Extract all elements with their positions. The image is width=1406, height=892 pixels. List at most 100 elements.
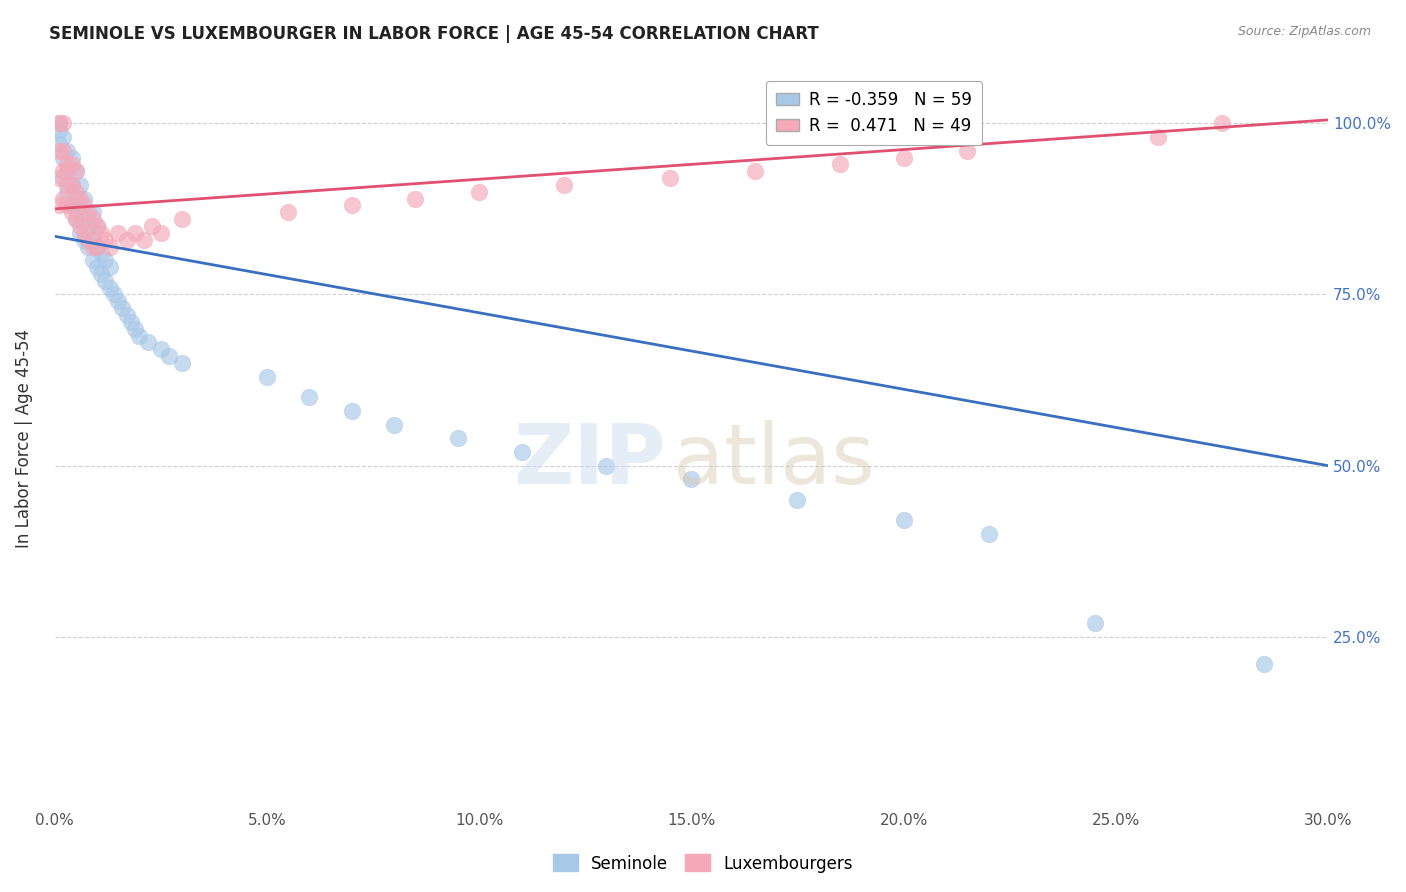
Point xyxy=(382,417,405,432)
Point xyxy=(73,212,96,227)
Point xyxy=(82,233,104,247)
Point xyxy=(94,253,117,268)
Point xyxy=(48,116,70,130)
Point xyxy=(82,239,104,253)
Point xyxy=(141,219,163,233)
Text: SEMINOLE VS LUXEMBOURGER IN LABOR FORCE | AGE 45-54 CORRELATION CHART: SEMINOLE VS LUXEMBOURGER IN LABOR FORCE … xyxy=(49,25,818,43)
Point xyxy=(48,136,70,151)
Point xyxy=(94,274,117,288)
Point xyxy=(69,219,91,233)
Point xyxy=(340,404,363,418)
Point xyxy=(828,157,851,171)
Point xyxy=(90,267,112,281)
Point xyxy=(52,144,75,158)
Point xyxy=(1211,116,1233,130)
Point xyxy=(90,226,112,240)
Point xyxy=(69,178,91,192)
Point xyxy=(52,192,75,206)
Point xyxy=(786,492,808,507)
Point xyxy=(553,178,575,192)
Point xyxy=(48,171,70,186)
Point xyxy=(65,185,87,199)
Point xyxy=(298,390,321,404)
Point xyxy=(77,233,100,247)
Point xyxy=(111,301,134,316)
Point xyxy=(170,356,193,370)
Point xyxy=(98,280,121,294)
Point xyxy=(120,315,142,329)
Point xyxy=(52,130,75,145)
Point xyxy=(149,343,172,357)
Legend: R = -0.359   N = 59, R =  0.471   N = 49: R = -0.359 N = 59, R = 0.471 N = 49 xyxy=(766,80,983,145)
Point xyxy=(65,164,87,178)
Point xyxy=(69,192,91,206)
Point xyxy=(56,185,79,199)
Point xyxy=(86,239,108,253)
Point xyxy=(595,458,617,473)
Point xyxy=(77,239,100,253)
Point xyxy=(256,369,278,384)
Point xyxy=(56,157,79,171)
Point xyxy=(98,260,121,274)
Point xyxy=(157,349,180,363)
Text: atlas: atlas xyxy=(673,420,875,501)
Point xyxy=(681,472,703,486)
Point xyxy=(447,431,470,445)
Point xyxy=(52,171,75,186)
Point xyxy=(52,116,75,130)
Point xyxy=(124,226,146,240)
Point xyxy=(98,239,121,253)
Point xyxy=(86,219,108,233)
Point xyxy=(1084,616,1107,631)
Point xyxy=(86,260,108,274)
Point xyxy=(132,233,155,247)
Point xyxy=(1147,130,1170,145)
Point xyxy=(82,253,104,268)
Point xyxy=(107,226,129,240)
Point xyxy=(90,246,112,260)
Point xyxy=(60,151,83,165)
Point xyxy=(69,198,91,212)
Point xyxy=(82,205,104,219)
Point xyxy=(340,198,363,212)
Point xyxy=(103,287,125,301)
Point xyxy=(124,322,146,336)
Point xyxy=(52,151,75,165)
Point xyxy=(893,151,915,165)
Point xyxy=(48,144,70,158)
Point xyxy=(956,144,979,158)
Point xyxy=(510,445,533,459)
Point xyxy=(56,144,79,158)
Point xyxy=(149,226,172,240)
Point xyxy=(86,239,108,253)
Point xyxy=(73,192,96,206)
Point xyxy=(404,192,426,206)
Point xyxy=(60,157,83,171)
Point xyxy=(170,212,193,227)
Point xyxy=(82,212,104,227)
Point xyxy=(65,192,87,206)
Point xyxy=(48,198,70,212)
Point xyxy=(94,233,117,247)
Point xyxy=(52,164,75,178)
Text: Source: ZipAtlas.com: Source: ZipAtlas.com xyxy=(1237,25,1371,38)
Point xyxy=(77,219,100,233)
Point xyxy=(65,212,87,227)
Point xyxy=(48,116,70,130)
Point xyxy=(128,328,150,343)
Point xyxy=(73,198,96,212)
Y-axis label: In Labor Force | Age 45-54: In Labor Force | Age 45-54 xyxy=(15,329,32,548)
Point xyxy=(115,233,138,247)
Text: ZIP: ZIP xyxy=(513,420,665,501)
Point xyxy=(77,205,100,219)
Point xyxy=(56,164,79,178)
Point xyxy=(56,178,79,192)
Point xyxy=(86,219,108,233)
Point xyxy=(659,171,682,186)
Point xyxy=(60,178,83,192)
Point xyxy=(744,164,766,178)
Point xyxy=(115,308,138,322)
Point xyxy=(73,233,96,247)
Point xyxy=(48,123,70,137)
Point xyxy=(277,205,299,219)
